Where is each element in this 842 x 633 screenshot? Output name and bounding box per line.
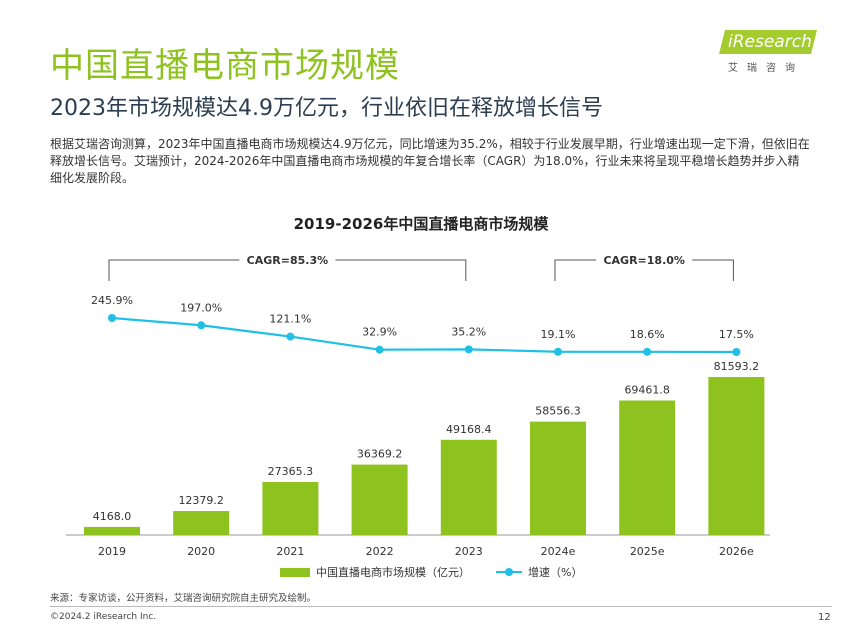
page-subtitle: 2023年市场规模达4.9万亿元，行业依旧在释放增长信号	[50, 96, 603, 121]
growth-point-2024e	[554, 347, 562, 356]
description-text: 根据艾瑞咨询测算，2023年中国直播电商市场规模达4.9万亿元，同比增速为35.…	[50, 137, 810, 185]
page-number: 12	[818, 612, 831, 623]
chart-legend: 中国直播电商市场规模（亿元） 增速（%）	[280, 564, 582, 580]
bar-label-2025e: 69461.8	[624, 383, 670, 396]
category-label-2024e: 2024e	[541, 545, 576, 558]
source-note: 来源：专家访谈，公开资料，艾瑞咨询研究院自主研究及绘制。	[50, 593, 317, 604]
bar-2020	[173, 511, 230, 535]
legend-line-swatch	[496, 568, 522, 576]
category-label-2025e: 2025e	[630, 545, 665, 558]
legend-bar-swatch	[280, 567, 310, 577]
footer-divider	[50, 606, 832, 607]
bar-2019	[84, 526, 140, 535]
growth-point-2026e	[732, 348, 741, 356]
growth-point-2025e	[643, 347, 652, 356]
copyright-text: ©2024.2 iResearch Inc.	[50, 612, 157, 622]
growth-label-2023: 35.2%	[451, 325, 486, 338]
category-label-2026e: 2026e	[719, 545, 754, 558]
logo-text: iResearch	[728, 32, 812, 52]
logo-cn-text: 艾瑞咨询	[728, 63, 804, 74]
bar-2023	[440, 439, 497, 535]
page-title: 中国直播电商市场规模	[50, 46, 400, 86]
cagr-label-1: CAGR=18.0%	[603, 254, 684, 267]
growth-point-2021	[286, 332, 295, 341]
growth-point-2020	[197, 321, 206, 330]
cagr-label-0: CAGR=85.3%	[247, 254, 328, 267]
bar-2022	[351, 464, 408, 535]
category-label-2020: 2020	[187, 545, 215, 558]
growth-label-2022: 32.9%	[362, 326, 397, 339]
growth-label-2025e: 18.6%	[630, 328, 665, 341]
growth-line	[111, 316, 737, 354]
bar-label-2022: 36369.2	[357, 448, 403, 461]
category-label-2019: 2019	[98, 545, 126, 558]
cagr-bracket-left-0	[108, 259, 240, 281]
category-label-2021: 2021	[276, 545, 304, 558]
legend-line-label: 增速（%）	[528, 566, 583, 579]
bar-label-2020: 12379.2	[178, 494, 224, 507]
growth-label-2019: 245.9%	[91, 294, 133, 307]
growth-label-2021: 121.1%	[269, 313, 311, 326]
bar-label-2026e: 81593.2	[714, 360, 760, 373]
growth-point-2023	[464, 345, 473, 354]
bar-2026e	[708, 377, 765, 535]
bar-label-2021: 27365.3	[268, 465, 314, 478]
cagr-bracket-right-1	[692, 259, 734, 281]
growth-label-2020: 197.0%	[180, 301, 222, 314]
growth-point-2019	[108, 314, 116, 322]
category-label-2023: 2023	[455, 545, 483, 558]
chart-title: 2019-2026年中国直播电商市场规模	[293, 215, 549, 233]
iresearch-logo: iResearch 艾瑞咨询	[719, 30, 818, 76]
bar-2024e	[530, 421, 586, 535]
bar-label-2023: 49168.4	[446, 423, 492, 436]
growth-label-2026e: 17.5%	[719, 328, 754, 341]
legend-bar-label: 中国直播电商市场规模（亿元）	[316, 566, 470, 579]
growth-point-2022	[375, 345, 384, 354]
bar-label-2024e: 58556.3	[535, 405, 581, 418]
cagr-bracket-right-0	[335, 259, 467, 281]
bar-2021	[262, 482, 319, 535]
category-label-2022: 2022	[366, 545, 394, 558]
bar-label-2019: 4168.0	[93, 510, 132, 523]
bar-2025e	[619, 400, 676, 535]
cagr-bracket-left-1	[554, 259, 597, 281]
growth-label-2024e: 19.1%	[541, 328, 576, 341]
